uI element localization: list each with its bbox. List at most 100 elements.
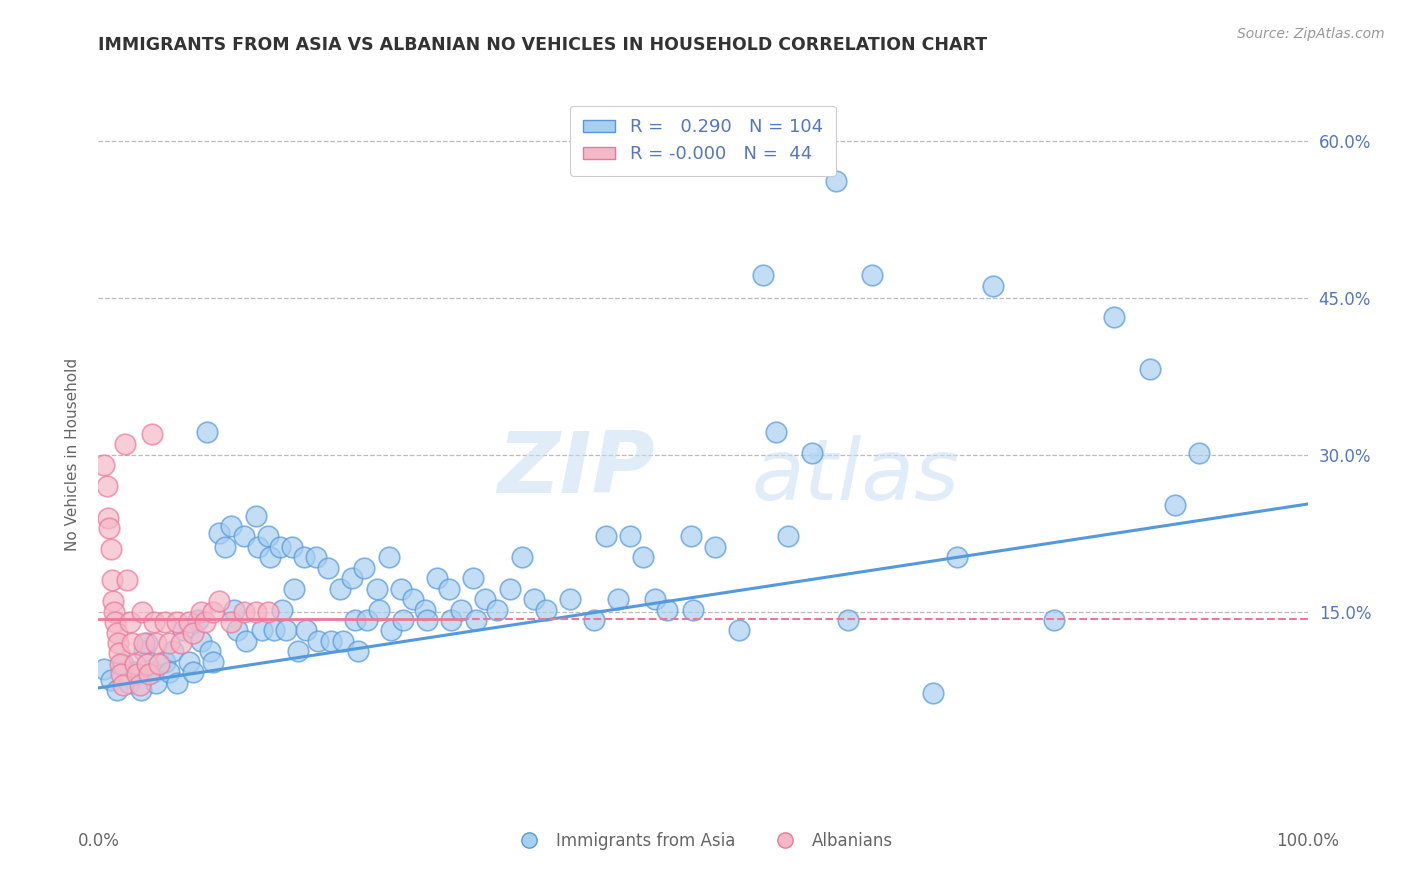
- Point: [100, 541, 122, 556]
- Point: [825, 174, 848, 188]
- Point: [437, 582, 460, 596]
- Point: [1102, 310, 1125, 324]
- Point: [366, 582, 388, 596]
- Point: [162, 644, 184, 658]
- Point: [153, 615, 176, 629]
- Point: [190, 634, 212, 648]
- Point: [111, 678, 134, 692]
- Point: [486, 602, 509, 616]
- Point: [107, 636, 129, 650]
- Point: [124, 665, 146, 680]
- Point: [145, 675, 167, 690]
- Point: [316, 561, 339, 575]
- Point: [100, 673, 122, 687]
- Point: [655, 602, 678, 616]
- Point: [121, 636, 143, 650]
- Point: [426, 571, 449, 585]
- Point: [256, 529, 278, 543]
- Text: Source: ZipAtlas.com: Source: ZipAtlas.com: [1237, 27, 1385, 41]
- Point: [416, 613, 439, 627]
- Point: [368, 602, 391, 616]
- Point: [111, 657, 134, 671]
- Point: [142, 665, 165, 680]
- Point: [263, 624, 285, 638]
- Point: [256, 605, 278, 619]
- Point: [148, 657, 170, 671]
- Point: [1042, 613, 1064, 627]
- Point: [283, 582, 305, 596]
- Point: [558, 592, 581, 607]
- Point: [295, 624, 318, 638]
- Point: [135, 636, 157, 650]
- Point: [269, 540, 291, 554]
- Point: [157, 636, 180, 650]
- Point: [166, 675, 188, 690]
- Point: [1163, 498, 1185, 512]
- Point: [93, 458, 115, 473]
- Point: [187, 613, 209, 627]
- Point: [221, 519, 243, 533]
- Point: [259, 550, 281, 565]
- Point: [118, 675, 141, 690]
- Point: [342, 571, 364, 585]
- Point: [347, 644, 370, 658]
- Point: [101, 594, 124, 608]
- Point: [222, 602, 245, 616]
- Point: [389, 582, 412, 596]
- Legend: Immigrants from Asia, Albanians: Immigrants from Asia, Albanians: [506, 825, 900, 856]
- Point: [308, 634, 330, 648]
- Point: [682, 602, 704, 616]
- Point: [195, 425, 218, 439]
- Point: [202, 655, 225, 669]
- Point: [332, 634, 354, 648]
- Point: [595, 529, 617, 543]
- Point: [271, 602, 294, 616]
- Point: [93, 662, 115, 676]
- Point: [343, 613, 366, 627]
- Point: [108, 657, 131, 671]
- Point: [190, 605, 212, 619]
- Point: [583, 613, 606, 627]
- Point: [450, 602, 472, 616]
- Point: [141, 427, 163, 442]
- Point: [946, 550, 969, 565]
- Point: [463, 571, 485, 585]
- Point: [245, 605, 267, 619]
- Point: [127, 667, 149, 681]
- Point: [860, 268, 883, 283]
- Point: [353, 561, 375, 575]
- Point: [1188, 446, 1211, 460]
- Point: [644, 592, 666, 607]
- Point: [143, 615, 166, 629]
- Point: [117, 574, 139, 588]
- Point: [105, 683, 128, 698]
- Point: [1139, 362, 1161, 376]
- Point: [96, 479, 118, 493]
- Point: [292, 550, 315, 565]
- Point: [145, 636, 167, 650]
- Point: [247, 540, 270, 554]
- Point: [232, 605, 254, 619]
- Point: [179, 655, 201, 669]
- Point: [631, 550, 654, 565]
- Point: [921, 686, 943, 700]
- Point: [523, 592, 546, 607]
- Point: [245, 508, 267, 523]
- Point: [157, 665, 180, 680]
- Point: [235, 634, 257, 648]
- Point: [103, 605, 125, 619]
- Point: [464, 613, 486, 627]
- Point: [981, 278, 1004, 293]
- Point: [356, 613, 378, 627]
- Point: [440, 613, 463, 627]
- Point: [128, 678, 150, 692]
- Point: [208, 594, 231, 608]
- Point: [329, 582, 352, 596]
- Point: [202, 605, 225, 619]
- Point: [166, 615, 188, 629]
- Text: ZIP: ZIP: [496, 428, 655, 511]
- Point: [728, 624, 751, 638]
- Point: [135, 657, 157, 671]
- Point: [413, 602, 436, 616]
- Point: [534, 602, 557, 616]
